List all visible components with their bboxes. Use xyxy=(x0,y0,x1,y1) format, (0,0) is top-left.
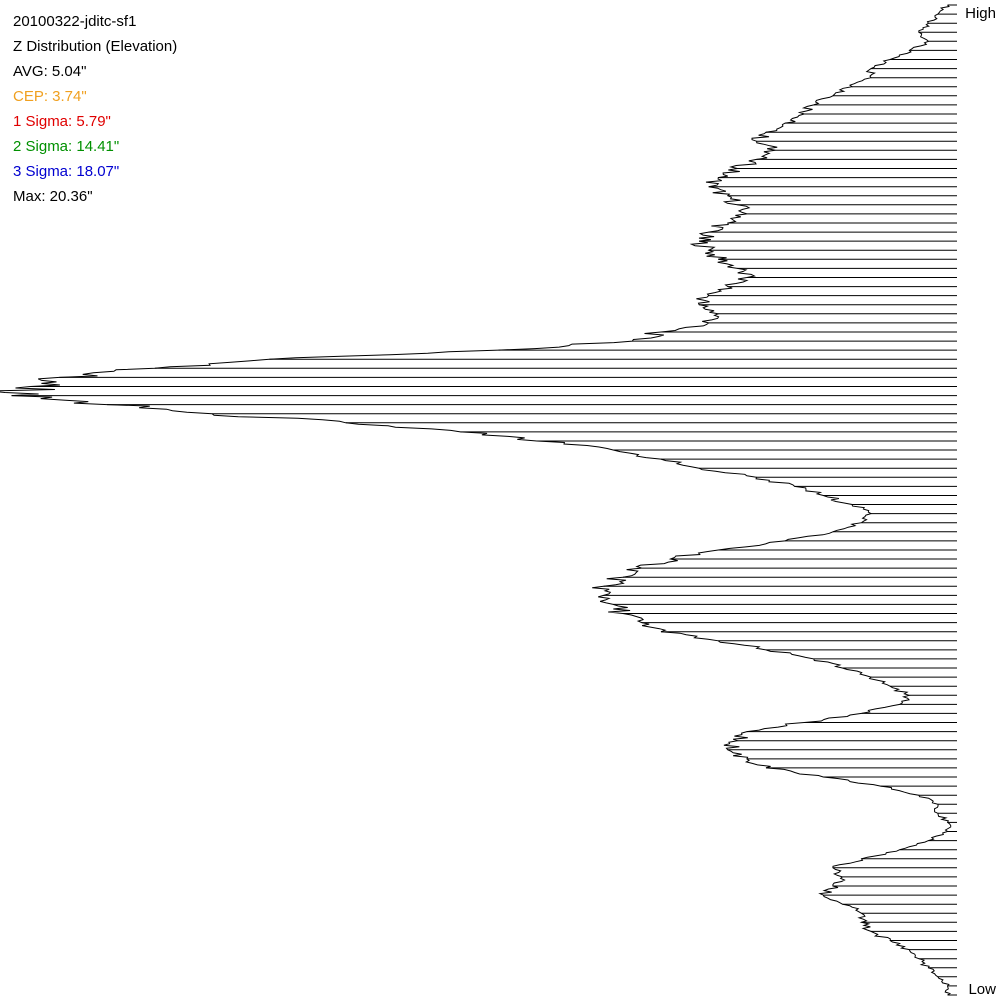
axis-label-high: High xyxy=(965,5,996,22)
stat-avg: AVG: 5.04" xyxy=(13,63,87,80)
stats-panel: 20100322-jditc-sf1 Z Distribution (Eleva… xyxy=(13,9,177,209)
axis-label-low: Low xyxy=(968,981,996,998)
chart-subtitle: Z Distribution (Elevation) xyxy=(13,38,178,55)
distribution-envelope xyxy=(0,4,952,996)
chart-title: 20100322-jditc-sf1 xyxy=(13,13,137,30)
stat-2-sigma: 2 Sigma: 14.41" xyxy=(13,138,120,155)
stat-3-sigma: 3 Sigma: 18.07" xyxy=(13,163,120,180)
stat-1-sigma: 1 Sigma: 5.79" xyxy=(13,113,111,130)
stat-max: Max: 20.36" xyxy=(13,188,93,205)
stat-cep: CEP: 3.74" xyxy=(13,88,87,105)
